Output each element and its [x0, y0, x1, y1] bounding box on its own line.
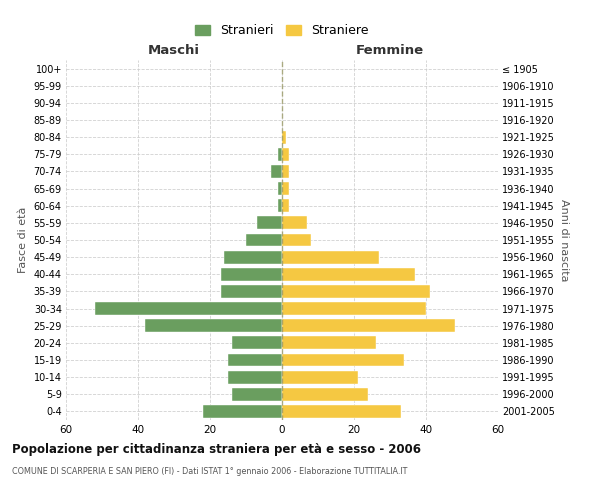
Bar	[203, 405, 282, 418]
Bar	[278, 200, 282, 212]
Bar	[278, 148, 282, 160]
Bar	[228, 370, 282, 384]
Bar	[282, 148, 289, 160]
Bar	[282, 354, 404, 366]
Bar	[282, 370, 358, 384]
Bar	[232, 336, 282, 349]
Bar	[282, 250, 379, 264]
Text: Maschi: Maschi	[148, 44, 200, 57]
Bar	[95, 302, 282, 315]
Bar	[282, 234, 311, 246]
Bar	[282, 216, 307, 230]
Bar	[282, 130, 286, 143]
Bar	[282, 302, 426, 315]
Bar	[282, 182, 289, 195]
Bar	[221, 285, 282, 298]
Bar	[271, 165, 282, 178]
Bar	[282, 336, 376, 349]
Bar	[282, 200, 289, 212]
Bar	[282, 405, 401, 418]
Bar	[282, 268, 415, 280]
Bar	[232, 388, 282, 400]
Bar	[282, 320, 455, 332]
Bar	[257, 216, 282, 230]
Y-axis label: Fasce di età: Fasce di età	[18, 207, 28, 273]
Bar	[224, 250, 282, 264]
Y-axis label: Anni di nascita: Anni di nascita	[559, 198, 569, 281]
Text: COMUNE DI SCARPERIA E SAN PIERO (FI) - Dati ISTAT 1° gennaio 2006 - Elaborazione: COMUNE DI SCARPERIA E SAN PIERO (FI) - D…	[12, 468, 407, 476]
Bar	[145, 320, 282, 332]
Bar	[221, 268, 282, 280]
Bar	[278, 182, 282, 195]
Text: Popolazione per cittadinanza straniera per età e sesso - 2006: Popolazione per cittadinanza straniera p…	[12, 442, 421, 456]
Bar	[282, 388, 368, 400]
Bar	[282, 285, 430, 298]
Bar	[246, 234, 282, 246]
Text: Femmine: Femmine	[356, 44, 424, 57]
Bar	[282, 165, 289, 178]
Bar	[228, 354, 282, 366]
Legend: Stranieri, Straniere: Stranieri, Straniere	[190, 20, 374, 42]
